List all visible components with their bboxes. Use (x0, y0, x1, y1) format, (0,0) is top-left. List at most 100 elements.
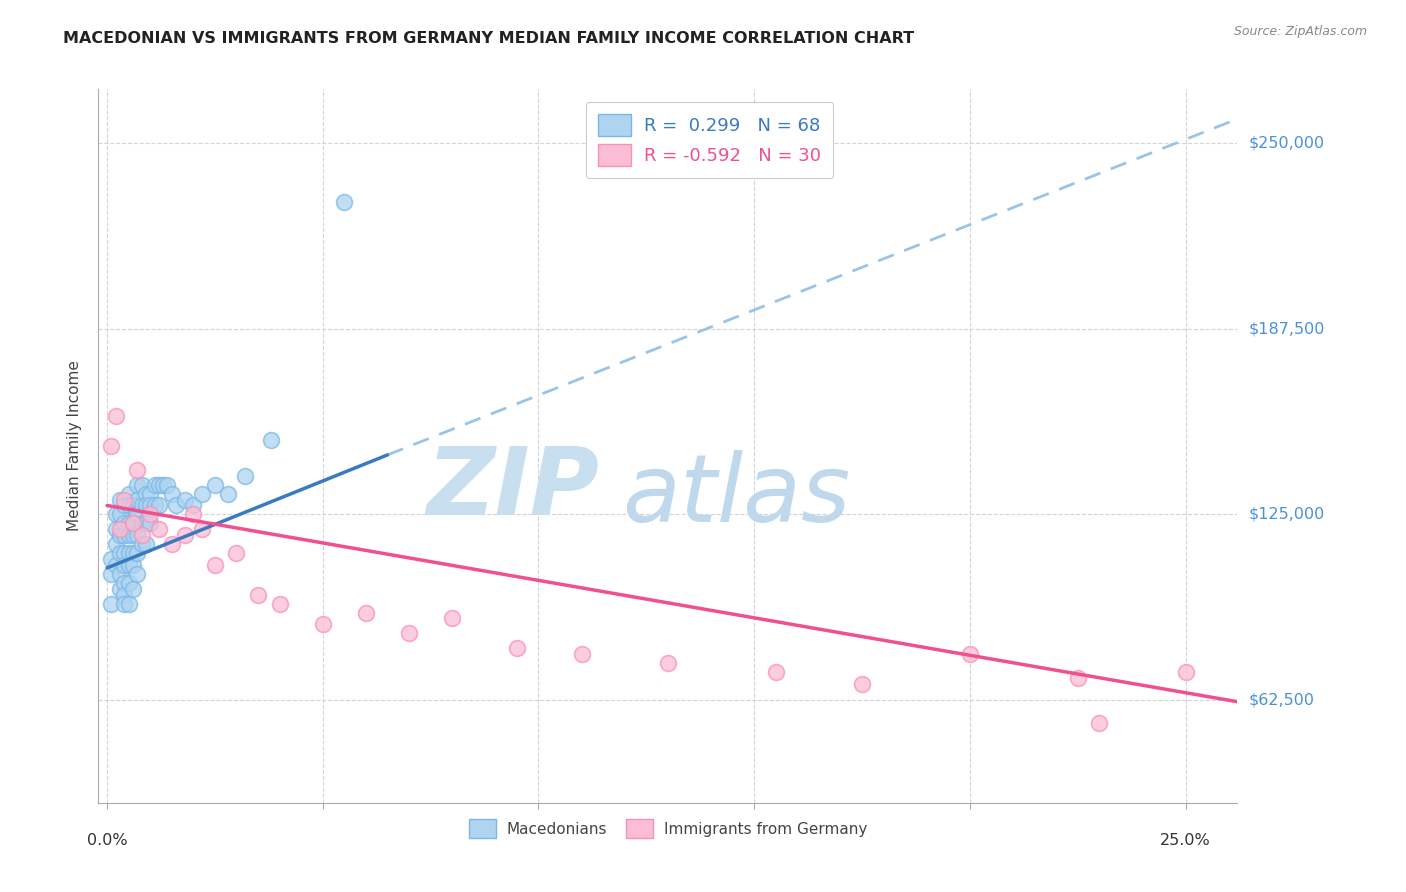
Text: Source: ZipAtlas.com: Source: ZipAtlas.com (1233, 25, 1367, 38)
Point (112, 558, 135, 572)
Text: MACEDONIAN VS IMMIGRANTS FROM GERMANY MEDIAN FAMILY INCOME CORRELATION CHART: MACEDONIAN VS IMMIGRANTS FROM GERMANY ME… (63, 31, 914, 46)
Point (851, 677, 873, 691)
Point (312, 617, 335, 632)
Point (139, 516, 162, 531)
Point (122, 528, 145, 542)
Point (100, 552, 122, 566)
Point (127, 477, 149, 491)
Point (117, 499, 139, 513)
Point (112, 546, 135, 560)
Point (112, 575, 135, 590)
Point (104, 537, 127, 551)
Point (1174, 665, 1197, 679)
Point (104, 508, 127, 522)
Point (333, 195, 356, 210)
Text: $125,000: $125,000 (1249, 507, 1324, 522)
Point (112, 499, 135, 513)
Text: $187,500: $187,500 (1249, 321, 1324, 336)
Point (217, 486, 239, 500)
Point (139, 499, 162, 513)
Point (108, 492, 131, 507)
Point (959, 647, 981, 661)
Point (104, 522, 127, 536)
Point (112, 516, 135, 531)
Point (160, 486, 183, 500)
Point (135, 499, 157, 513)
Point (108, 508, 131, 522)
Point (156, 477, 179, 491)
Point (135, 486, 157, 500)
Point (108, 528, 131, 542)
Point (269, 597, 291, 611)
Point (191, 522, 214, 536)
Point (233, 468, 256, 483)
Point (117, 575, 139, 590)
Point (127, 546, 149, 560)
Point (143, 499, 166, 513)
Point (108, 582, 131, 596)
Point (104, 558, 127, 572)
Point (127, 528, 149, 542)
Point (117, 528, 139, 542)
Text: ZIP: ZIP (426, 442, 599, 535)
Point (148, 499, 170, 513)
Point (247, 588, 270, 602)
Point (117, 546, 139, 560)
Point (100, 566, 122, 581)
Point (204, 477, 226, 491)
Point (117, 558, 139, 572)
Point (506, 641, 529, 656)
Point (122, 516, 145, 531)
Text: $250,000: $250,000 (1249, 136, 1324, 150)
Point (160, 537, 183, 551)
Point (398, 626, 420, 640)
Text: atlas: atlas (623, 450, 851, 541)
Point (571, 647, 593, 661)
Point (657, 656, 679, 670)
Point (108, 546, 131, 560)
Point (204, 558, 226, 572)
Point (139, 508, 162, 522)
Point (100, 439, 122, 453)
Point (127, 492, 149, 507)
Point (122, 582, 145, 596)
Point (131, 528, 153, 542)
Legend: Macedonians, Immigrants from Germany: Macedonians, Immigrants from Germany (458, 809, 877, 848)
Point (131, 516, 153, 531)
Point (127, 566, 149, 581)
Point (225, 546, 247, 560)
Point (117, 597, 139, 611)
Point (152, 477, 174, 491)
Point (112, 492, 135, 507)
Point (354, 606, 377, 620)
Point (148, 522, 170, 536)
Point (112, 528, 135, 542)
Point (127, 463, 149, 477)
Point (135, 516, 157, 531)
Point (441, 611, 464, 625)
Point (173, 528, 195, 542)
Point (1066, 671, 1088, 685)
Point (148, 477, 170, 491)
Text: 25.0%: 25.0% (1160, 833, 1211, 848)
Point (131, 499, 153, 513)
Point (122, 516, 145, 531)
Point (131, 537, 153, 551)
Point (112, 597, 135, 611)
Point (122, 558, 145, 572)
Point (117, 486, 139, 500)
Point (139, 486, 162, 500)
Y-axis label: Median Family Income: Median Family Income (67, 360, 83, 532)
Point (183, 499, 205, 513)
Text: 0.0%: 0.0% (87, 833, 128, 848)
Point (143, 477, 166, 491)
Point (260, 433, 283, 447)
Point (122, 499, 145, 513)
Point (173, 492, 195, 507)
Point (183, 508, 205, 522)
Point (131, 477, 153, 491)
Point (100, 597, 122, 611)
Point (122, 546, 145, 560)
Point (108, 566, 131, 581)
Point (135, 537, 157, 551)
